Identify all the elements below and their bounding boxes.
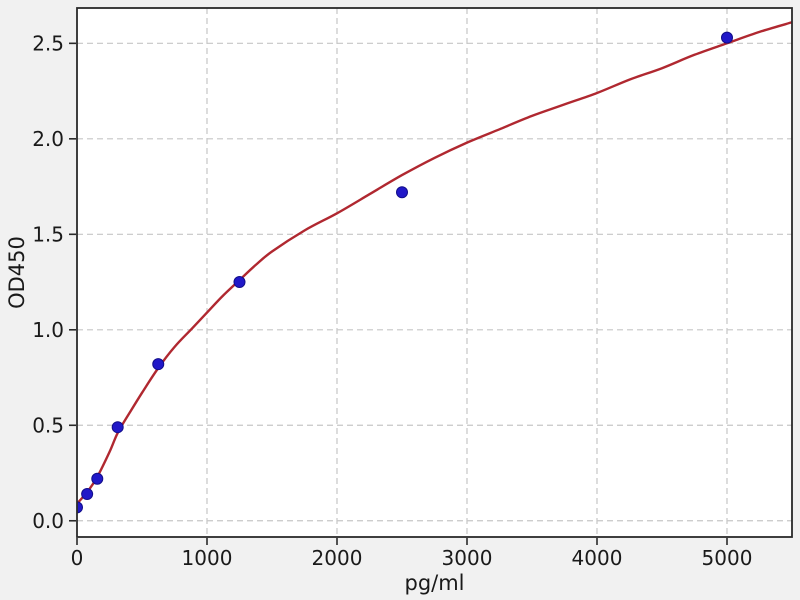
y-tick-label: 2.0 [32,127,64,151]
y-tick-labels: 0.0 0.5 1.0 1.5 2.0 2.5 [32,31,64,532]
scatter-points [77,31,733,514]
grid [77,8,792,537]
y-axis-label: OD450 [5,236,29,309]
plot-area [77,8,792,537]
y-tick-label: 0.0 [32,509,64,533]
y-tick-label: 2.5 [32,31,64,55]
data-point [111,421,124,434]
data-point [233,276,246,289]
data-point [396,186,408,199]
data-point [81,488,94,501]
y-tick-label: 1.5 [32,222,64,246]
x-tick-label: 0 [71,546,84,570]
x-tick-label: 1000 [182,546,233,570]
x-tick-label: 3000 [442,546,493,570]
data-point [91,472,104,485]
plot-border [76,7,793,538]
x-tick-labels: 0 1000 2000 3000 4000 5000 [71,546,753,570]
x-tick-label: 4000 [572,546,623,570]
x-tick-label: 5000 [702,546,753,570]
data-point [721,31,733,44]
data-layer [77,21,792,514]
data-point [152,358,165,371]
fit-curve-line [77,21,792,505]
y-tick-label: 0.5 [32,413,64,437]
data-point [77,501,83,514]
y-tick-label: 1.0 [32,318,64,342]
tick-marks [69,42,728,545]
x-tick-label: 2000 [312,546,363,570]
x-axis-label: pg/ml [404,571,464,595]
